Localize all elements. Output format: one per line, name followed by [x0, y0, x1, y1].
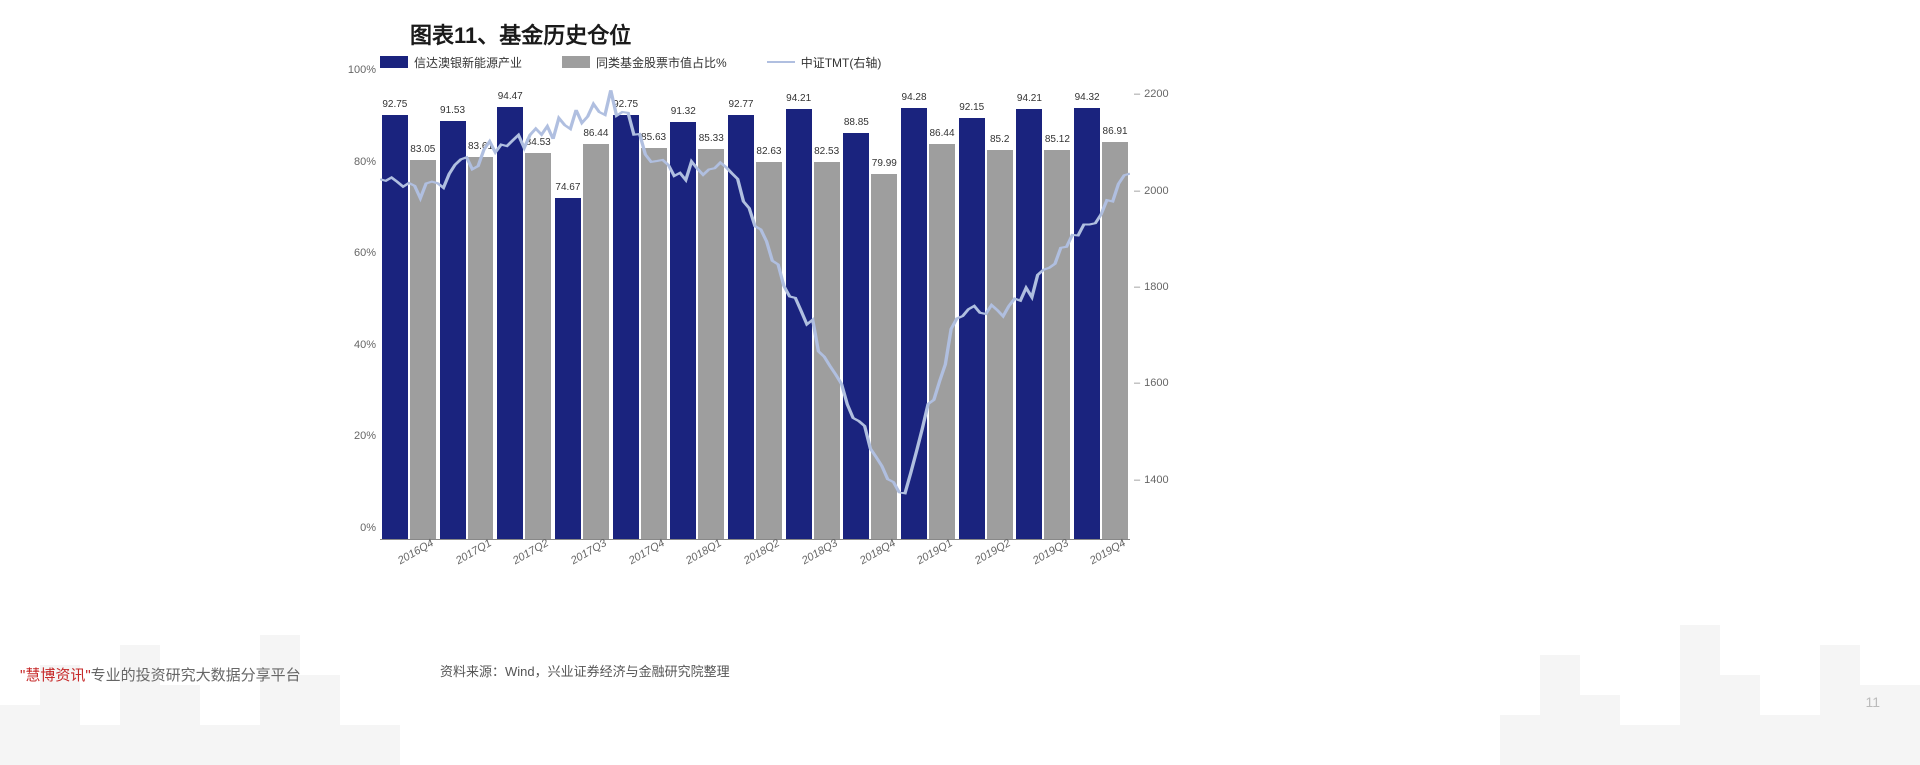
chart-container: 信达澳银新能源产业 同类基金股票市值占比% 中证TMT(右轴) 0%20%40%…	[350, 50, 1170, 590]
bar-label: 83.61	[468, 141, 493, 152]
ytick-left: 40%	[354, 339, 376, 351]
legend-label-3: 中证TMT(右轴)	[801, 54, 882, 71]
swatch-bar1	[380, 56, 408, 68]
bar-label: 94.32	[1075, 92, 1100, 103]
bar-series1: 94.21	[786, 109, 812, 540]
bar-series2: 85.2	[987, 150, 1013, 540]
bar-label: 91.32	[671, 106, 696, 117]
bar-group: 94.2182.53	[784, 82, 842, 540]
y-axis-left: 0%20%40%60%80%100%	[350, 82, 380, 540]
legend-label-2: 同类基金股票市值占比%	[596, 54, 727, 71]
swatch-line	[767, 61, 795, 63]
bar-group: 94.2185.12	[1015, 82, 1073, 540]
page-number: 11	[1865, 694, 1880, 710]
bar-series1: 91.32	[670, 122, 696, 540]
bar-series1: 88.85	[843, 133, 869, 540]
bar-label: 92.77	[728, 99, 753, 110]
bar-label: 85.2	[990, 134, 1009, 145]
bar-group: 74.6786.44	[553, 82, 611, 540]
bar-series2: 85.33	[698, 149, 724, 540]
bar-series1: 92.15	[959, 118, 985, 540]
bar-series1: 92.75	[613, 115, 639, 540]
bar-series1: 94.21	[1016, 109, 1042, 540]
bar-label: 85.63	[641, 132, 666, 143]
legend-item-series1: 信达澳银新能源产业	[380, 54, 522, 71]
bar-label: 92.15	[959, 102, 984, 113]
bar-label: 92.75	[382, 99, 407, 110]
bar-group: 94.3286.91	[1072, 82, 1130, 540]
bar-label: 85.33	[699, 133, 724, 144]
bar-label: 92.75	[613, 99, 638, 110]
bar-group: 92.1585.2	[957, 82, 1015, 540]
bar-label: 79.99	[872, 158, 897, 169]
bar-series2: 82.53	[814, 162, 840, 540]
bar-label: 85.12	[1045, 134, 1070, 145]
bar-group: 92.7583.05	[380, 82, 438, 540]
bar-label: 74.67	[555, 182, 580, 193]
platform-text: 专业的投资研究大数据分享平台	[91, 667, 301, 684]
ytick-right: 1600	[1134, 377, 1169, 389]
ytick-right: 2200	[1134, 88, 1169, 100]
bar-label: 94.21	[786, 93, 811, 104]
bar-series1: 92.77	[728, 115, 754, 540]
y-axis-right: 1400 1600 1800 2000 2200	[1130, 82, 1170, 540]
bar-group: 92.7585.63	[611, 82, 669, 540]
bar-group: 92.7782.63	[726, 82, 784, 540]
ytick-right: 2000	[1134, 185, 1169, 197]
bar-label: 86.44	[583, 128, 608, 139]
bar-series1: 74.67	[555, 198, 581, 540]
bar-series2: 86.44	[583, 144, 609, 540]
ytick-left: 60%	[354, 247, 376, 259]
bar-series1: 94.32	[1074, 108, 1100, 540]
bar-label: 91.53	[440, 105, 465, 116]
bar-series2: 84.53	[525, 153, 551, 540]
ytick-left: 100%	[348, 64, 376, 76]
bar-series1: 91.53	[440, 121, 466, 540]
bar-series2: 83.05	[410, 160, 436, 540]
bar-label: 94.28	[902, 92, 927, 103]
bar-series1: 94.28	[901, 108, 927, 540]
platform-brand: "慧博资讯"	[20, 667, 91, 684]
bar-group: 94.2886.44	[899, 82, 957, 540]
legend-item-series2: 同类基金股票市值占比%	[562, 54, 727, 71]
bar-label: 86.44	[929, 128, 954, 139]
source-text: 资料来源：Wind，兴业证券经济与金融研究院整理	[440, 661, 730, 680]
legend-item-series3: 中证TMT(右轴)	[767, 54, 882, 71]
bars-container: 92.7583.0591.5383.6194.4784.5374.6786.44…	[380, 82, 1130, 540]
swatch-bar2	[562, 56, 590, 68]
bar-series2: 85.63	[641, 148, 667, 540]
bar-series2: 82.63	[756, 162, 782, 540]
bar-series2: 86.44	[929, 144, 955, 540]
bar-label: 88.85	[844, 117, 869, 128]
bar-label: 86.91	[1103, 126, 1128, 137]
bar-series2: 79.99	[871, 174, 897, 540]
bar-group: 91.5383.61	[438, 82, 496, 540]
bar-group: 91.3285.33	[668, 82, 726, 540]
slide: 图表11、基金历史仓位 信达澳银新能源产业 同类基金股票市值占比% 中证TMT(…	[0, 0, 1920, 765]
bar-group: 94.4784.53	[495, 82, 553, 540]
plot-area: 0%20%40%60%80%100% 14001600180020002200 …	[380, 82, 1130, 540]
bar-group: 88.8579.99	[842, 82, 900, 540]
legend-label-1: 信达澳银新能源产业	[414, 54, 522, 71]
ytick-left: 80%	[354, 156, 376, 168]
x-axis: 2016Q42017Q12017Q22017Q32017Q42018Q12018…	[380, 540, 1130, 590]
bar-label: 82.63	[756, 146, 781, 157]
bar-series2: 85.12	[1044, 150, 1070, 540]
bar-label: 94.47	[498, 91, 523, 102]
bar-label: 84.53	[526, 137, 551, 148]
bar-series1: 92.75	[382, 115, 408, 540]
bar-label: 82.53	[814, 146, 839, 157]
ytick-right: 1800	[1134, 281, 1169, 293]
chart-title: 图表11、基金历史仓位	[410, 18, 631, 50]
ytick-left: 20%	[354, 430, 376, 442]
bar-label: 83.05	[410, 144, 435, 155]
ytick-left: 0%	[360, 522, 376, 534]
bar-series2: 86.91	[1102, 142, 1128, 540]
platform-footer: "慧博资讯"专业的投资研究大数据分享平台	[20, 664, 301, 685]
legend: 信达澳银新能源产业 同类基金股票市值占比% 中证TMT(右轴)	[380, 50, 1140, 74]
bar-series1: 94.47	[497, 107, 523, 540]
bar-series2: 83.61	[468, 157, 494, 540]
ytick-right: 1400	[1134, 474, 1169, 486]
bar-label: 94.21	[1017, 93, 1042, 104]
